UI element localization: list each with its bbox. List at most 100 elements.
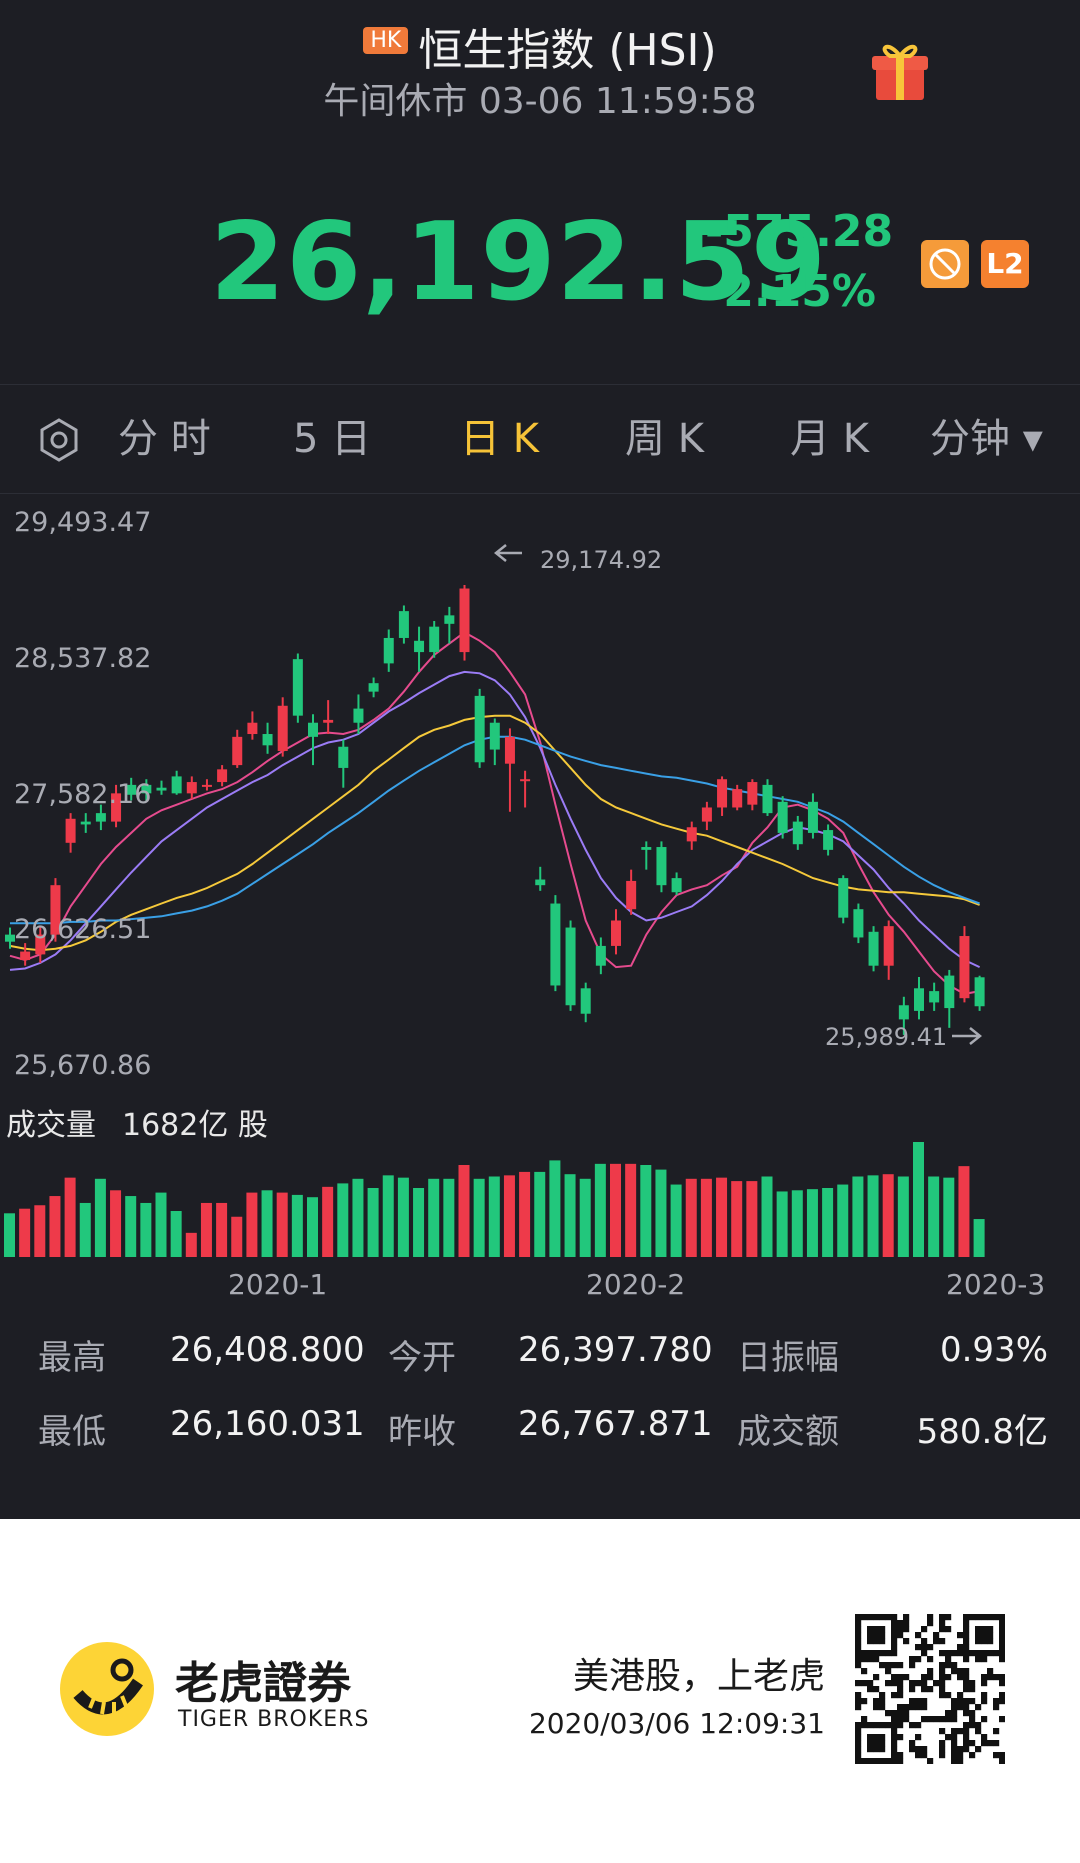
qr-module bbox=[999, 1644, 1005, 1651]
stat-low-label: 最低 bbox=[38, 1412, 106, 1452]
candle-body bbox=[489, 722, 500, 750]
qr-module bbox=[861, 1680, 868, 1687]
qr-module bbox=[963, 1722, 970, 1729]
candle bbox=[323, 700, 334, 735]
volume-bar bbox=[19, 1208, 31, 1257]
title-row: HK 恒生指数 (HSI) bbox=[0, 14, 1080, 78]
qr-module bbox=[891, 1680, 898, 1687]
candle bbox=[111, 784, 122, 828]
qr-module bbox=[891, 1710, 898, 1717]
qr-module bbox=[879, 1734, 886, 1741]
qr-module bbox=[885, 1758, 892, 1764]
candle-body bbox=[959, 936, 970, 999]
qr-module bbox=[867, 1638, 874, 1645]
tab-minute[interactable]: 分钟 ▾ bbox=[930, 416, 1043, 462]
qr-module bbox=[999, 1650, 1005, 1657]
stat-high-label: 最高 bbox=[38, 1338, 106, 1378]
candle bbox=[489, 718, 500, 766]
slogan: 美港股，上老虎 bbox=[572, 1656, 825, 1697]
high-marker: 29,174.92 bbox=[493, 544, 662, 574]
qr-module bbox=[999, 1680, 1005, 1687]
qr-module bbox=[867, 1680, 874, 1687]
qr-module bbox=[993, 1674, 1000, 1681]
qr-module bbox=[963, 1686, 970, 1693]
stat-high-value: 26,408.800 bbox=[170, 1330, 365, 1370]
ma-line bbox=[9, 670, 981, 971]
volume-bar bbox=[94, 1178, 106, 1257]
candle-body bbox=[65, 818, 76, 843]
candle bbox=[126, 777, 137, 801]
qr-module bbox=[981, 1692, 988, 1699]
coin-icon[interactable] bbox=[921, 240, 969, 288]
volume-bar bbox=[503, 1175, 515, 1257]
volume-bar bbox=[791, 1190, 803, 1257]
qr-module bbox=[891, 1746, 898, 1753]
candle-body bbox=[368, 683, 379, 692]
qr-module bbox=[903, 1716, 910, 1723]
brand-name-en: TIGER BROKERS bbox=[178, 1707, 370, 1732]
qr-module bbox=[951, 1746, 958, 1753]
qr-module bbox=[891, 1626, 898, 1633]
volume-bar bbox=[125, 1196, 137, 1257]
period-tabs: 分 时 5 日 日 K 周 K 月 K 分钟 ▾ bbox=[0, 385, 1080, 493]
tab-5day[interactable]: 5 日 bbox=[293, 416, 372, 462]
volume-bar bbox=[867, 1175, 879, 1257]
candle-body bbox=[565, 927, 576, 1006]
qr-module bbox=[939, 1692, 946, 1699]
arrow-left-icon bbox=[493, 544, 522, 562]
qr-module bbox=[951, 1758, 958, 1764]
candle bbox=[141, 779, 152, 801]
candlestick-chart[interactable]: 29,493.47 28,537.82 27,582.16 26,626.51 … bbox=[0, 494, 1080, 1324]
volume-bar bbox=[307, 1197, 318, 1257]
volume-bar bbox=[261, 1190, 273, 1257]
qr-module bbox=[987, 1650, 994, 1657]
stat-amplitude-label: 日振幅 bbox=[737, 1338, 839, 1378]
candle bbox=[429, 621, 440, 658]
tab-daily-k[interactable]: 日 K bbox=[460, 416, 539, 462]
qr-module bbox=[861, 1614, 868, 1621]
qr-module bbox=[939, 1626, 946, 1633]
qr-module bbox=[999, 1620, 1005, 1627]
qr-module bbox=[993, 1704, 1000, 1711]
qr-module bbox=[945, 1716, 952, 1723]
qr-module bbox=[873, 1734, 880, 1741]
gift-icon[interactable] bbox=[870, 36, 930, 104]
tab-weekly-k[interactable]: 周 K bbox=[625, 416, 704, 462]
candle-body bbox=[186, 782, 197, 794]
qr-module bbox=[855, 1638, 862, 1645]
qr-module bbox=[903, 1674, 910, 1681]
qr-module bbox=[963, 1626, 970, 1633]
qr-module bbox=[939, 1680, 946, 1687]
qr-module bbox=[909, 1704, 916, 1711]
tab-intraday[interactable]: 分 时 bbox=[118, 416, 211, 462]
volume-bar bbox=[140, 1202, 152, 1257]
volume-bar bbox=[458, 1165, 470, 1257]
qr-module bbox=[933, 1716, 940, 1723]
volume-bars bbox=[4, 1142, 985, 1257]
candle-body bbox=[126, 784, 137, 795]
candle-body bbox=[414, 640, 425, 653]
stat-prev-close-value: 26,767.871 bbox=[518, 1404, 713, 1444]
stat-open-label: 今开 bbox=[388, 1338, 456, 1378]
volume-bar bbox=[852, 1176, 864, 1257]
qr-module bbox=[855, 1620, 862, 1627]
candle bbox=[611, 909, 621, 955]
candle-body bbox=[383, 637, 394, 664]
divider bbox=[0, 384, 1080, 385]
qr-module bbox=[879, 1758, 886, 1764]
qr-module bbox=[951, 1728, 958, 1735]
tab-monthly-k[interactable]: 月 K bbox=[790, 416, 869, 462]
qr-module bbox=[981, 1674, 988, 1681]
chart-settings-icon[interactable] bbox=[36, 417, 82, 463]
level2-badge[interactable]: L2 bbox=[981, 240, 1029, 288]
qr-module bbox=[957, 1704, 964, 1711]
candle bbox=[626, 869, 637, 915]
candle-body bbox=[838, 878, 849, 918]
qr-module bbox=[921, 1650, 928, 1657]
candle-body bbox=[338, 746, 349, 768]
candle bbox=[292, 653, 303, 723]
qr-module bbox=[891, 1662, 898, 1669]
qr-module bbox=[897, 1704, 904, 1711]
qr-module bbox=[993, 1650, 1000, 1657]
candle-body bbox=[308, 722, 318, 737]
